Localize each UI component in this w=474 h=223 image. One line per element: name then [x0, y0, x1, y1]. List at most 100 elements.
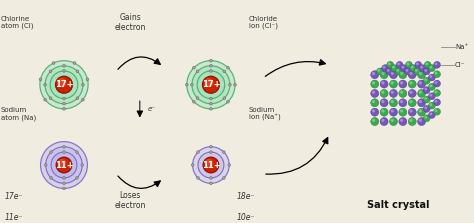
- Circle shape: [76, 70, 79, 73]
- Circle shape: [434, 71, 440, 78]
- Circle shape: [434, 108, 440, 115]
- Circle shape: [372, 109, 375, 113]
- Circle shape: [410, 109, 412, 113]
- Circle shape: [210, 97, 212, 100]
- Circle shape: [49, 70, 52, 73]
- Circle shape: [381, 100, 384, 103]
- Circle shape: [429, 113, 432, 115]
- Circle shape: [380, 80, 388, 88]
- Circle shape: [405, 68, 411, 75]
- Circle shape: [46, 147, 82, 183]
- Circle shape: [435, 100, 438, 103]
- Circle shape: [86, 78, 89, 81]
- Circle shape: [408, 80, 416, 88]
- Circle shape: [63, 145, 65, 148]
- Circle shape: [419, 119, 422, 122]
- Circle shape: [410, 72, 412, 75]
- Circle shape: [418, 80, 426, 88]
- Circle shape: [210, 145, 212, 148]
- Circle shape: [63, 102, 65, 105]
- Circle shape: [76, 97, 79, 99]
- Circle shape: [401, 66, 404, 68]
- Circle shape: [387, 69, 390, 72]
- Text: 11+: 11+: [201, 161, 220, 169]
- Circle shape: [434, 80, 440, 87]
- Circle shape: [423, 96, 430, 103]
- Circle shape: [196, 97, 199, 99]
- Circle shape: [419, 81, 422, 85]
- Circle shape: [410, 81, 412, 85]
- Circle shape: [56, 157, 72, 173]
- Circle shape: [234, 83, 237, 86]
- Circle shape: [419, 100, 422, 103]
- Circle shape: [63, 107, 65, 110]
- Circle shape: [55, 76, 73, 93]
- Circle shape: [408, 89, 416, 97]
- Circle shape: [418, 118, 426, 126]
- Circle shape: [187, 61, 235, 109]
- Circle shape: [435, 62, 438, 65]
- Circle shape: [371, 118, 379, 126]
- Circle shape: [380, 118, 388, 126]
- Circle shape: [424, 107, 427, 109]
- Circle shape: [424, 97, 427, 100]
- Text: Cl⁻: Cl⁻: [455, 62, 465, 68]
- Circle shape: [390, 99, 398, 107]
- Circle shape: [429, 75, 432, 78]
- Circle shape: [408, 99, 416, 107]
- Circle shape: [63, 151, 65, 153]
- Circle shape: [434, 90, 440, 96]
- Circle shape: [41, 142, 87, 188]
- Circle shape: [414, 68, 421, 75]
- Circle shape: [52, 62, 55, 64]
- Circle shape: [390, 80, 398, 88]
- Circle shape: [418, 89, 426, 97]
- Circle shape: [50, 151, 53, 153]
- Circle shape: [399, 99, 407, 107]
- Circle shape: [410, 91, 412, 94]
- Circle shape: [56, 157, 72, 173]
- Circle shape: [425, 62, 428, 65]
- Circle shape: [406, 62, 412, 68]
- Circle shape: [428, 65, 435, 72]
- Circle shape: [400, 72, 403, 75]
- Text: e⁻: e⁻: [148, 106, 155, 112]
- Circle shape: [435, 81, 438, 84]
- Text: 11+: 11+: [55, 161, 73, 169]
- Circle shape: [399, 80, 407, 88]
- Circle shape: [63, 182, 65, 185]
- Circle shape: [400, 81, 403, 85]
- Circle shape: [75, 177, 78, 179]
- Circle shape: [434, 62, 440, 68]
- Circle shape: [396, 69, 399, 72]
- Circle shape: [399, 89, 407, 97]
- Text: Sodium
ion (Na⁺): Sodium ion (Na⁺): [249, 107, 281, 121]
- Circle shape: [415, 62, 422, 68]
- Circle shape: [424, 116, 427, 119]
- Circle shape: [380, 89, 388, 97]
- Circle shape: [202, 76, 219, 93]
- Circle shape: [419, 65, 426, 72]
- Circle shape: [428, 112, 435, 118]
- Circle shape: [400, 119, 403, 122]
- Circle shape: [40, 61, 88, 109]
- Circle shape: [423, 77, 430, 84]
- Circle shape: [63, 187, 65, 190]
- Circle shape: [204, 78, 213, 87]
- Circle shape: [210, 59, 212, 62]
- Circle shape: [434, 99, 440, 106]
- Circle shape: [399, 71, 407, 79]
- Text: Chloride
ion (Cl⁻): Chloride ion (Cl⁻): [249, 16, 278, 29]
- Circle shape: [392, 66, 395, 68]
- Circle shape: [423, 68, 430, 75]
- Circle shape: [50, 177, 53, 179]
- Circle shape: [51, 152, 77, 178]
- Circle shape: [391, 119, 394, 122]
- Circle shape: [197, 151, 200, 153]
- Circle shape: [198, 152, 224, 178]
- Circle shape: [371, 89, 379, 97]
- Circle shape: [376, 68, 383, 75]
- Text: Gains
electron: Gains electron: [115, 13, 146, 32]
- Circle shape: [419, 72, 422, 75]
- Text: Na⁺: Na⁺: [455, 44, 468, 50]
